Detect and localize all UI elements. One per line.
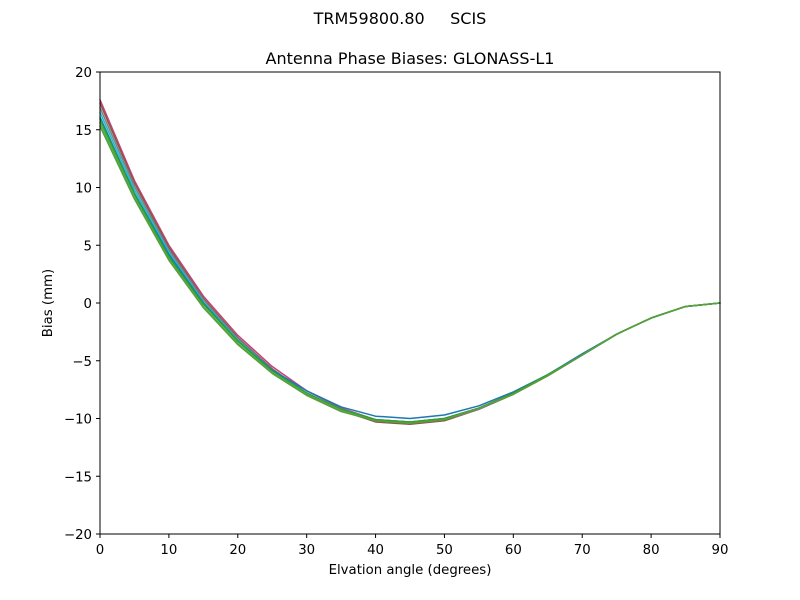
series-line-4: [99, 111, 721, 423]
x-tick-label: 40: [367, 543, 384, 558]
y-tick-label: 15: [75, 124, 92, 139]
y-tick-label: 20: [75, 66, 92, 81]
series-line-3: [99, 107, 721, 424]
x-tick-label: 10: [160, 543, 177, 558]
series-layer: [99, 98, 721, 426]
chart-title: Antenna Phase Biases: GLONASS-L1: [266, 49, 555, 68]
y-tick-label: −10: [64, 413, 92, 428]
plot-frame: [99, 71, 721, 535]
y-axis-ticks: −20 −15 −10 −5 0 5 10 15 20: [64, 66, 100, 543]
x-tick-label: 30: [298, 543, 315, 558]
x-tick-label: 20: [229, 543, 246, 558]
y-tick-label: −20: [64, 528, 92, 543]
y-tick-label: −5: [72, 355, 92, 370]
series-line-1: [99, 98, 721, 423]
figure-suptitle: TRM59800.80 SCIS: [313, 9, 487, 28]
x-tick-label: 0: [96, 543, 104, 558]
series-line-7: [99, 122, 721, 424]
x-tick-label: 50: [436, 543, 453, 558]
series-line-2: [99, 102, 721, 426]
y-tick-label: 10: [75, 182, 92, 197]
x-tick-label: 90: [712, 543, 729, 558]
y-tick-label: 0: [84, 297, 92, 312]
series-line-5: [99, 116, 721, 420]
x-tick-label: 70: [574, 543, 591, 558]
series-line-6: [99, 118, 721, 423]
x-tick-label: 60: [505, 543, 522, 558]
x-axis-label: Elvation angle (degrees): [329, 563, 492, 578]
y-axis-label: Bias (mm): [41, 269, 56, 337]
y-tick-label: −15: [64, 470, 92, 485]
series-line-8: [99, 125, 721, 424]
x-axis-ticks: 0 10 20 30 40 50 60 70 80 90: [96, 534, 729, 558]
x-tick-label: 80: [643, 543, 660, 558]
y-tick-label: 5: [84, 239, 92, 254]
